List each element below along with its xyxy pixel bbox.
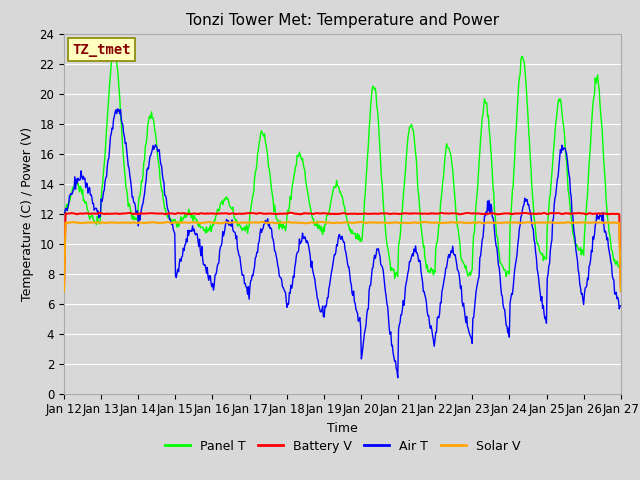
Legend: Panel T, Battery V, Air T, Solar V: Panel T, Battery V, Air T, Solar V xyxy=(160,434,525,457)
Air T xyxy=(70,187,78,192)
Battery V xyxy=(617,283,625,289)
Battery V xyxy=(127,211,135,216)
Air T xyxy=(412,243,419,249)
Battery V xyxy=(70,211,78,216)
Panel T xyxy=(391,276,399,281)
Panel T xyxy=(412,151,419,156)
Air T xyxy=(185,232,193,238)
Y-axis label: Temperature (C) / Power (V): Temperature (C) / Power (V) xyxy=(20,127,34,300)
Battery V xyxy=(60,283,68,288)
Line: Battery V: Battery V xyxy=(64,213,621,286)
Solar V xyxy=(617,288,625,294)
Battery V xyxy=(184,211,192,217)
Battery V xyxy=(214,211,221,216)
Solar V xyxy=(428,220,435,226)
Air T xyxy=(113,106,121,112)
Panel T xyxy=(185,206,193,212)
Panel T xyxy=(70,184,78,190)
Battery V xyxy=(287,210,295,216)
Solar V xyxy=(127,220,135,226)
Air T xyxy=(394,375,402,381)
Panel T xyxy=(617,264,625,270)
Line: Solar V: Solar V xyxy=(64,222,621,291)
Text: TZ_tmet: TZ_tmet xyxy=(72,43,131,57)
Title: Tonzi Tower Met: Temperature and Power: Tonzi Tower Met: Temperature and Power xyxy=(186,13,499,28)
Air T xyxy=(214,261,222,266)
Air T xyxy=(60,210,68,216)
Battery V xyxy=(428,210,435,216)
Panel T xyxy=(214,206,222,212)
Air T xyxy=(617,303,625,309)
X-axis label: Time: Time xyxy=(327,422,358,435)
Battery V xyxy=(411,211,419,216)
Panel T xyxy=(428,267,436,273)
Solar V xyxy=(411,219,419,225)
Air T xyxy=(428,327,436,333)
Solar V xyxy=(214,220,221,226)
Solar V xyxy=(70,219,78,225)
Line: Panel T: Panel T xyxy=(64,49,621,278)
Air T xyxy=(128,194,136,200)
Solar V xyxy=(259,219,266,225)
Panel T xyxy=(128,216,136,222)
Solar V xyxy=(60,288,68,294)
Solar V xyxy=(184,220,192,226)
Panel T xyxy=(109,46,117,52)
Panel T xyxy=(60,209,68,215)
Line: Air T: Air T xyxy=(64,109,621,378)
